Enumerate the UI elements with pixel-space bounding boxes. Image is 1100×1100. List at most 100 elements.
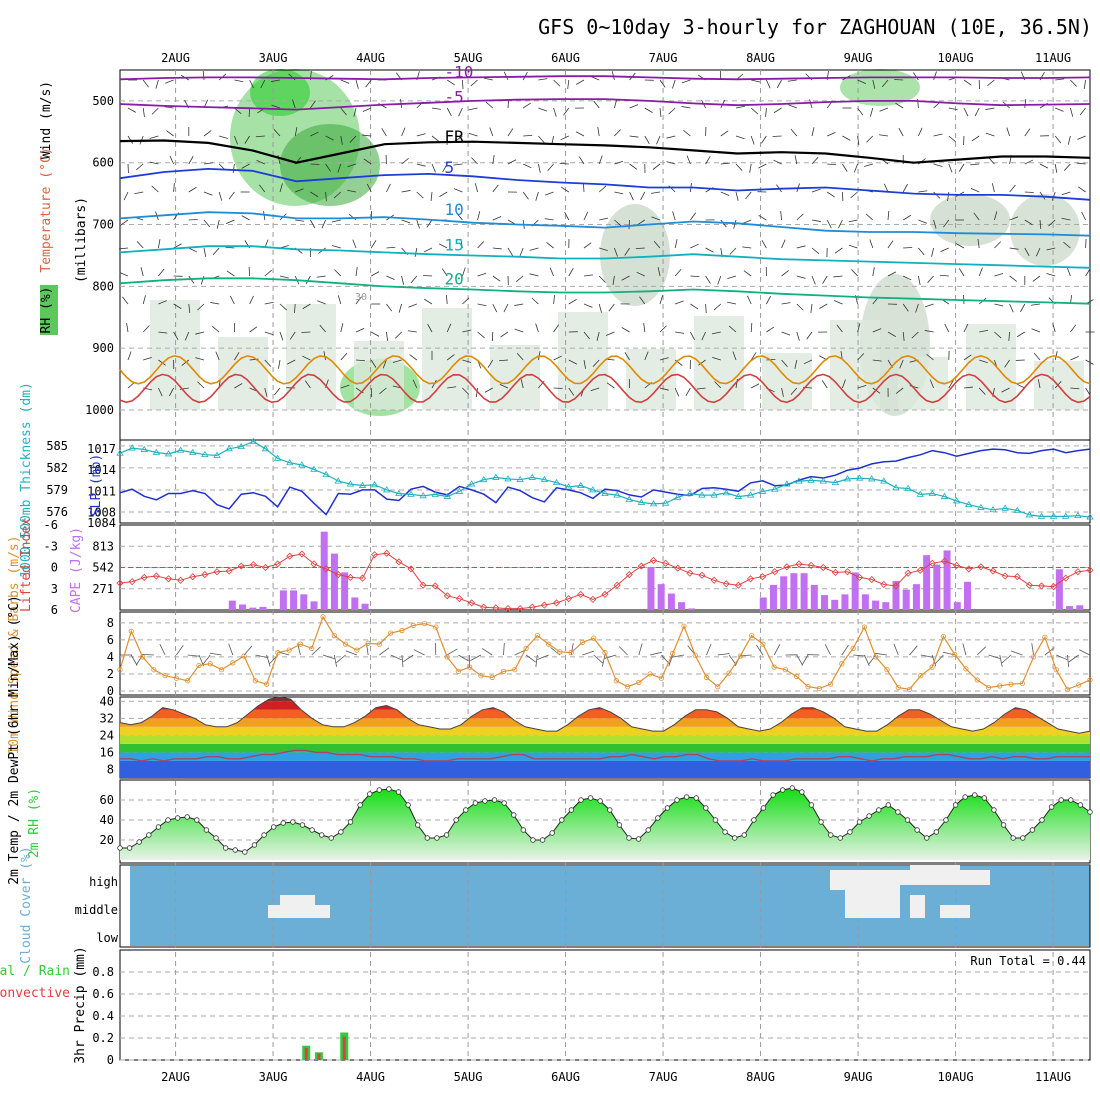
wind-barb bbox=[310, 191, 319, 198]
wind-barb bbox=[412, 379, 418, 389]
wind-barb bbox=[851, 269, 858, 277]
wind-barb bbox=[416, 133, 426, 137]
rh-light-7 bbox=[626, 349, 676, 410]
rh-light-12 bbox=[966, 324, 1016, 410]
wind-barb bbox=[681, 106, 691, 109]
thickness-marker bbox=[564, 483, 573, 490]
wind10m-barb bbox=[333, 654, 337, 667]
legend-rh-swatch bbox=[40, 285, 58, 335]
wind-barb bbox=[796, 275, 806, 279]
wind10m-marker bbox=[286, 647, 292, 653]
wind-barb bbox=[446, 323, 452, 333]
wind-barb bbox=[911, 331, 919, 339]
wind-barb bbox=[803, 359, 813, 365]
li-marker bbox=[1013, 573, 1021, 581]
wind-barb bbox=[438, 243, 448, 249]
wind-barb bbox=[614, 219, 622, 227]
wind10m-barb bbox=[909, 645, 918, 656]
wind-barb bbox=[940, 247, 949, 253]
wind10m-barb bbox=[403, 654, 414, 663]
wind-barb bbox=[498, 359, 509, 362]
rh2m-marker bbox=[933, 829, 940, 835]
wind-barb bbox=[614, 160, 624, 165]
wind-barb bbox=[401, 219, 411, 224]
wind-barb bbox=[410, 275, 418, 284]
wind10m-barb bbox=[1068, 654, 1079, 663]
wind-ytick-6: 6 bbox=[107, 633, 114, 647]
wind10m-barb bbox=[470, 654, 482, 661]
wind-barb bbox=[674, 239, 678, 249]
wind-barb bbox=[234, 79, 244, 83]
wind10m-barb bbox=[638, 643, 643, 656]
wind10m-barb bbox=[336, 654, 346, 664]
thickness-marker bbox=[807, 476, 815, 483]
li-marker bbox=[613, 581, 621, 589]
wind-barb bbox=[659, 325, 667, 333]
wind10m-marker bbox=[647, 671, 653, 677]
rh2m-marker bbox=[203, 827, 210, 833]
li-marker bbox=[274, 560, 282, 568]
wind-barb bbox=[794, 155, 798, 165]
li-marker bbox=[759, 573, 767, 581]
wind-barb bbox=[165, 79, 174, 84]
wind-barb bbox=[657, 267, 661, 277]
wind-barb bbox=[668, 107, 676, 115]
wind-barb bbox=[872, 79, 876, 89]
wind-barb bbox=[963, 79, 972, 86]
wind10m-marker bbox=[128, 628, 134, 634]
wind-barb bbox=[553, 79, 561, 87]
wind10m-marker bbox=[715, 684, 721, 690]
thickness-marker bbox=[928, 489, 937, 497]
wind-barb bbox=[365, 79, 372, 88]
wind-barb bbox=[948, 107, 958, 111]
wind-barb bbox=[234, 135, 238, 145]
wind10m-marker bbox=[421, 621, 428, 627]
wind-barb bbox=[903, 275, 912, 281]
wind10m-barb bbox=[130, 654, 138, 666]
thickness-marker bbox=[395, 489, 403, 497]
li-marker bbox=[819, 563, 827, 572]
rh2m-marker bbox=[885, 802, 892, 808]
wind10m-marker bbox=[906, 686, 913, 692]
wind10m-marker bbox=[151, 667, 157, 673]
rh2m-marker bbox=[443, 832, 450, 838]
wind10m-marker bbox=[703, 674, 710, 680]
cape-bar bbox=[902, 589, 910, 610]
precip-ytick-0.4: 0.4 bbox=[92, 1009, 114, 1023]
precip-ytick-0.2: 0.2 bbox=[92, 1031, 114, 1045]
wind10m-marker bbox=[760, 641, 766, 647]
rh2m-marker bbox=[1000, 822, 1007, 828]
wind-barb bbox=[683, 130, 691, 137]
wind-barb bbox=[446, 107, 452, 117]
thickness-marker bbox=[322, 470, 330, 477]
wind-barb bbox=[865, 213, 874, 221]
wind10m-barb bbox=[1010, 650, 1023, 656]
wind-barb bbox=[614, 191, 624, 195]
wind-barb bbox=[781, 302, 791, 305]
wind-barb bbox=[215, 351, 220, 361]
rh2m-marker bbox=[664, 805, 671, 811]
wind-barb bbox=[1061, 217, 1071, 221]
wind-barb bbox=[1008, 331, 1010, 342]
wind-barb bbox=[621, 275, 630, 281]
precip-ytick-0.6: 0.6 bbox=[92, 987, 114, 1001]
rh2m-marker bbox=[981, 795, 988, 801]
wind-barb bbox=[750, 107, 759, 115]
wind-barb bbox=[568, 387, 575, 396]
thickness-marker bbox=[1062, 512, 1070, 519]
wind10m-barb bbox=[141, 653, 154, 656]
rh2m-marker bbox=[338, 829, 344, 835]
wind-barb bbox=[766, 295, 771, 305]
rh-light-1 bbox=[218, 337, 268, 410]
wind-barb bbox=[979, 329, 989, 333]
thickness-marker bbox=[273, 454, 282, 461]
cloud-block-7 bbox=[940, 905, 970, 918]
wind-barb bbox=[392, 359, 402, 363]
wind-barb bbox=[234, 383, 243, 389]
wind-barb bbox=[334, 269, 342, 277]
wind-barb bbox=[181, 359, 190, 366]
wind-barb bbox=[197, 381, 205, 389]
wind-barb bbox=[766, 79, 771, 89]
rh2m-marker bbox=[559, 817, 565, 823]
wind-barb bbox=[672, 79, 676, 89]
